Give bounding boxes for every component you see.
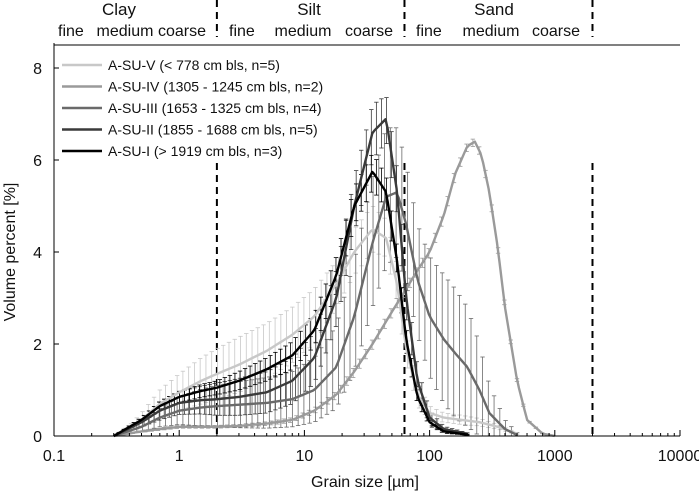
x-tick-label-2: 10 <box>296 448 314 465</box>
region-label-sand: Sand <box>474 0 514 19</box>
region-label-silt: Silt <box>297 0 321 19</box>
y-tick-label-4: 8 <box>33 61 42 78</box>
region-sub-clay-coarse: coarse <box>158 23 206 40</box>
region-sub-sand-coarse: coarse <box>532 23 580 40</box>
x-tick-label-5: 10000 <box>658 448 699 465</box>
region-sub-clay-fine: fine <box>58 23 84 40</box>
region-sub-silt-medium: medium <box>275 23 332 40</box>
legend-label-a-su-v: A-SU-V (< 778 cm bls, n=5) <box>108 57 280 73</box>
region-sub-sand-fine: fine <box>416 23 442 40</box>
legend: A-SU-V (< 778 cm bls, n=5) A-SU-IV (1305 … <box>62 57 323 159</box>
region-sub-clay-medium: medium <box>97 23 154 40</box>
legend-label-a-su-ii: A-SU-II (1855 - 1688 cm bls, n=5) <box>108 122 318 138</box>
region-label-clay: Clay <box>102 0 137 19</box>
x-tick-label-1: 1 <box>175 448 184 465</box>
y-tick-label-0: 0 <box>33 429 42 446</box>
legend-label-a-su-iii: A-SU-III (1653 - 1325 cm bls, n=4) <box>108 100 322 116</box>
legend-label-a-su-iv: A-SU-IV (1305 - 1245 cm bls, n=2) <box>108 79 323 95</box>
region-sub-sand-medium: medium <box>463 23 520 40</box>
y-tick-label-2: 4 <box>33 245 42 262</box>
x-axis-title: Grain size [µm] <box>311 474 419 491</box>
y-axis-title: Volume percent [%] <box>2 183 19 322</box>
legend-label-a-su-i: A-SU-I (> 1919 cm bls, n=3) <box>108 143 282 159</box>
y-tick-label-3: 6 <box>33 153 42 170</box>
y-tick-label-1: 2 <box>33 337 42 354</box>
region-sub-silt-fine: fine <box>229 23 255 40</box>
x-tick-label-4: 1000 <box>537 448 573 465</box>
x-tick-label-0: 0.1 <box>43 448 65 465</box>
region-sub-silt-coarse: coarse <box>345 23 393 40</box>
x-tick-label-3: 100 <box>416 448 443 465</box>
